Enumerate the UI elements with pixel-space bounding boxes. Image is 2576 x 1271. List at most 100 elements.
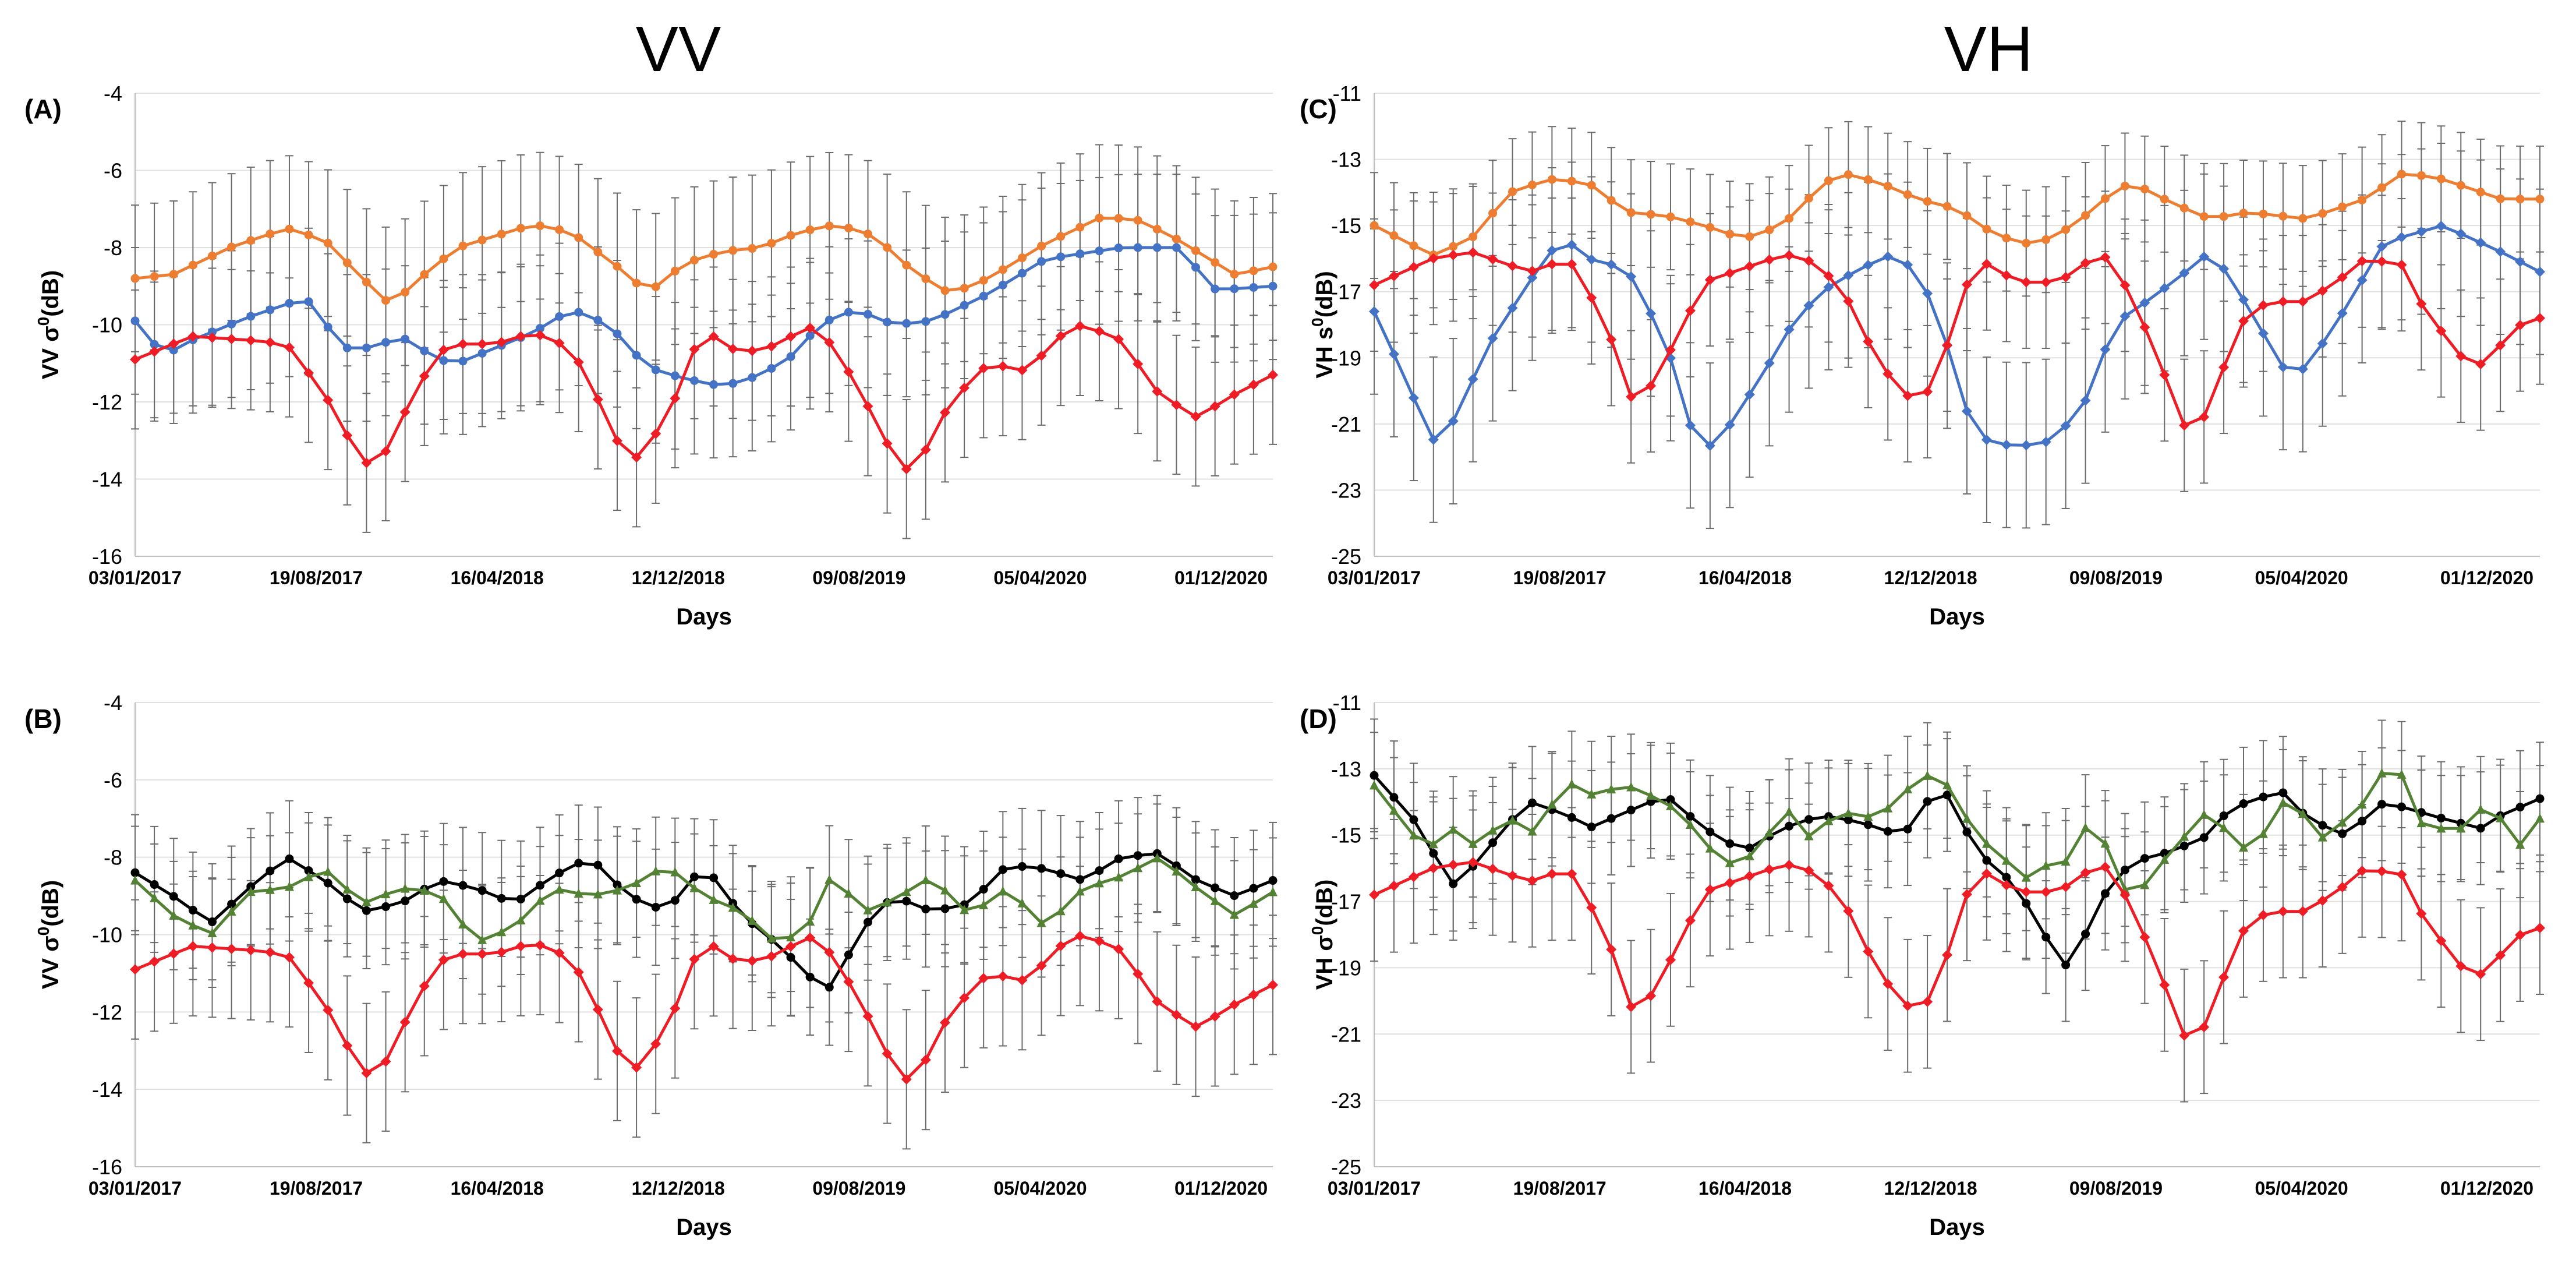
data-point (1095, 246, 1104, 256)
data-point (1942, 340, 1953, 351)
data-point (2337, 272, 2348, 283)
data-point (1172, 866, 1181, 875)
data-point (2002, 873, 2011, 882)
data-point (2416, 818, 2426, 828)
data-point (130, 316, 140, 326)
data-point (2199, 411, 2210, 422)
data-point (2179, 1030, 2190, 1041)
x-tick-label: 05/04/2020 (993, 1178, 1087, 1199)
data-point (2416, 226, 2427, 237)
data-point (1863, 259, 1874, 270)
data-point (2377, 183, 2387, 192)
data-point (939, 1017, 950, 1028)
data-point (940, 310, 950, 319)
data-point (1942, 202, 1952, 211)
data-point (921, 874, 930, 884)
series-markers-red (130, 930, 1278, 1085)
data-point (2179, 267, 2190, 278)
data-point (516, 894, 525, 903)
data-point (1268, 262, 1278, 271)
data-point (1744, 261, 1755, 272)
data-point (266, 866, 275, 875)
data-point (1114, 872, 1124, 882)
data-point (1922, 996, 1933, 1007)
data-point (785, 331, 797, 342)
data-point (1209, 401, 1220, 412)
data-point (1804, 815, 1814, 824)
data-point (651, 365, 660, 375)
x-tick-label: 05/04/2020 (2255, 1178, 2348, 1199)
y-tick-label: -14 (92, 468, 122, 492)
data-point (477, 348, 487, 358)
data-point (458, 241, 468, 250)
data-point (2535, 313, 2545, 324)
data-point (1725, 857, 1735, 867)
data-point (1863, 820, 1873, 829)
y-tick-label: -4 (104, 82, 122, 105)
data-point (130, 964, 140, 975)
data-point (1248, 379, 1259, 390)
data-point (2040, 887, 2051, 898)
y-tick-label: -15 (1331, 214, 1361, 238)
data-point (2317, 338, 2328, 349)
x-tick-label: 01/12/2020 (2440, 1178, 2533, 1199)
data-point (902, 896, 911, 906)
data-point (2535, 794, 2545, 803)
data-point (2040, 436, 2051, 447)
data-point (670, 896, 680, 905)
data-point (1094, 935, 1105, 947)
panel-label: (D) (1300, 704, 1337, 734)
data-point (1017, 975, 1028, 986)
data-point (1191, 881, 1201, 891)
data-point (1268, 281, 1278, 291)
x-tick-label: 16/04/2018 (451, 567, 544, 588)
data-point (670, 371, 680, 380)
data-point (2376, 866, 2387, 877)
data-point (1408, 262, 1419, 273)
data-point (361, 1068, 372, 1079)
data-point (1863, 336, 1874, 347)
data-point (2139, 297, 2150, 308)
data-point (187, 941, 199, 952)
data-point (1469, 232, 1478, 241)
data-point (1764, 827, 1774, 837)
data-point (632, 878, 642, 888)
data-point (535, 221, 544, 231)
data-point (535, 330, 546, 341)
data-point (805, 972, 815, 982)
data-point (1037, 864, 1046, 873)
data-point (613, 329, 622, 338)
data-point (592, 1004, 603, 1015)
data-point (2515, 839, 2525, 849)
y-tick-label: -8 (104, 846, 122, 870)
data-point (2455, 961, 2467, 972)
data-point (246, 312, 256, 321)
data-point (1685, 820, 1695, 829)
data-point (1191, 246, 1201, 255)
data-point (188, 260, 197, 270)
data-point (1074, 930, 1085, 941)
data-point (2277, 906, 2288, 917)
data-point (1133, 358, 1144, 369)
x-tick-label: 12/12/2018 (1884, 1178, 1977, 1199)
data-point (2416, 298, 2427, 309)
data-point (2100, 194, 2110, 203)
y-axis-title-main: VV σ (38, 326, 63, 379)
data-point (380, 446, 391, 457)
data-point (1428, 253, 1439, 264)
data-point (496, 337, 507, 348)
data-point (284, 881, 294, 891)
data-point (1981, 868, 1992, 879)
data-point (1923, 797, 1932, 806)
data-point (2041, 933, 2051, 942)
data-point (439, 254, 448, 263)
data-point (1487, 254, 1498, 265)
data-point (554, 884, 564, 894)
data-point (670, 393, 681, 404)
data-point (187, 331, 199, 342)
data-point (574, 233, 583, 242)
data-point (2199, 833, 2209, 842)
data-point (2119, 310, 2131, 322)
data-point (593, 248, 603, 257)
data-point (1705, 223, 1715, 232)
